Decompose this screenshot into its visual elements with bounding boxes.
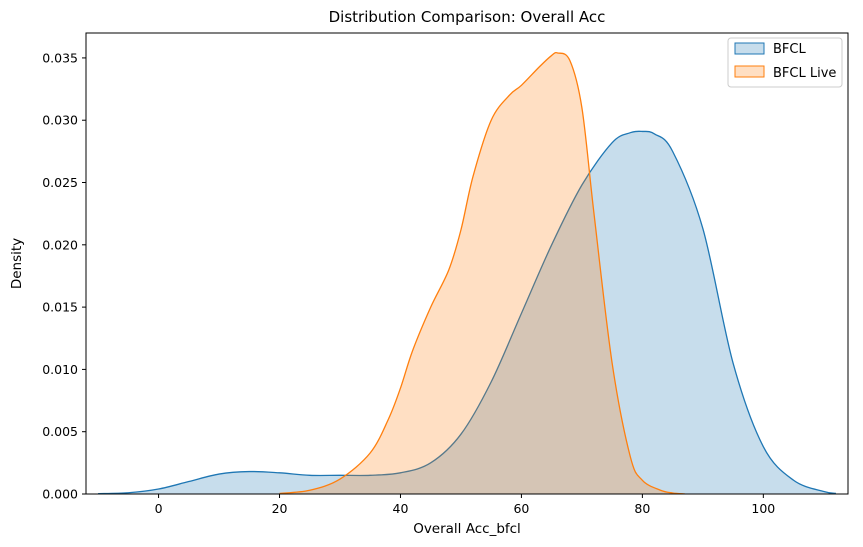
y-tick-label: 0.030 <box>42 113 78 128</box>
legend-box <box>727 37 843 88</box>
y-axis: 0.000 0.005 0.010 0.015 0.020 0.025 0.030 0.035 <box>42 50 86 502</box>
y-tick-label: 0.015 <box>42 300 78 315</box>
y-tick-label: 0.005 <box>42 424 78 439</box>
x-axis: 0 20 40 60 80 100 <box>155 494 775 516</box>
y-axis-label: Density <box>9 238 25 289</box>
x-tick-label: 40 <box>393 501 409 516</box>
series-layer <box>98 52 836 495</box>
x-tick-label: 20 <box>272 501 288 516</box>
chart-title: Distribution Comparison: Overall Acc <box>329 8 606 26</box>
density-area-bfcl <box>98 131 836 494</box>
legend-swatch-bfcl <box>734 42 765 55</box>
y-tick-label: 0.025 <box>42 175 78 190</box>
x-axis-label: Overall Acc_bfcl <box>413 521 521 537</box>
legend: BFCL BFCL Live <box>727 37 843 88</box>
legend-label-bfcl: BFCL <box>773 42 806 57</box>
plot-frame <box>85 32 849 495</box>
legend-label-bfcl-live: BFCL Live <box>773 66 836 81</box>
legend-swatch-bfcl-live <box>734 65 765 78</box>
y-tick-label: 0.020 <box>42 237 78 252</box>
y-tick-label: 0.035 <box>42 50 78 65</box>
x-tick-label: 100 <box>751 501 775 516</box>
x-tick-label: 80 <box>634 501 650 516</box>
density-area-bfcl-live <box>279 52 685 494</box>
density-line-bfcl-live <box>279 52 685 495</box>
y-tick-label: 0.000 <box>42 487 78 502</box>
x-tick-label: 60 <box>513 501 529 516</box>
density-line-bfcl <box>98 130 836 495</box>
y-tick-label: 0.010 <box>42 362 78 377</box>
x-tick-label: 0 <box>155 501 163 516</box>
